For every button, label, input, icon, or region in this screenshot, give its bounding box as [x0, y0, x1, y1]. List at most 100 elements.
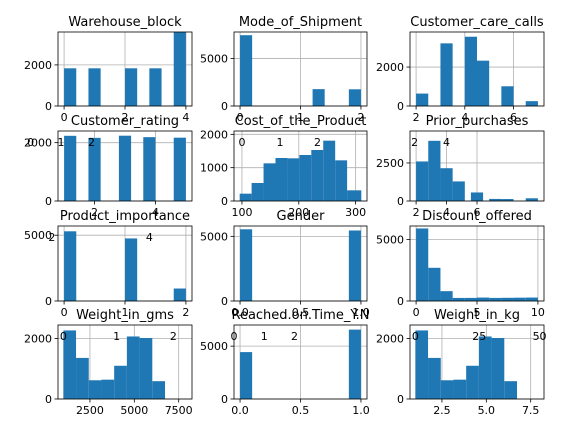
x-tick-label: 0.5	[292, 306, 310, 319]
panel-title: Customer_care_calls	[410, 15, 544, 30]
axes-frame	[57, 324, 193, 400]
y-tick-label: 5000	[24, 229, 52, 242]
histogram-bar	[118, 135, 132, 201]
histogram-bar	[143, 137, 156, 201]
histogram-panel: 2 4 6 0 2500	[376, 130, 545, 219]
histogram-bar	[251, 183, 264, 201]
histogram-bar	[464, 297, 477, 301]
histogram-bar	[489, 297, 502, 301]
histogram-bar	[64, 68, 77, 106]
x-tick-label: 0.0	[231, 306, 249, 319]
x-tick-label: 300	[345, 206, 366, 219]
histogram-bar	[299, 155, 312, 201]
y-tick-label: 0	[45, 195, 52, 208]
y-tick-label: 0	[221, 100, 228, 113]
histogram-panel: 0 1 2 0 5000	[200, 31, 368, 124]
x-tick-label: 4	[461, 111, 468, 124]
panel-title: Warehouse_block	[68, 15, 182, 30]
histogram-bar	[125, 68, 138, 106]
x-tick-label: 100	[231, 206, 252, 219]
histogram-bar	[491, 337, 505, 399]
overlap-tick-label: 4	[443, 136, 450, 149]
histogram-bar	[125, 238, 138, 301]
y-tick-label: 5000	[200, 53, 228, 66]
overlap-tick-label: 1	[277, 136, 284, 149]
histogram-bar	[440, 168, 453, 201]
panel-title: Cost_of_the_Product	[235, 114, 367, 129]
x-tick-label: 2	[91, 206, 98, 219]
histogram-bar	[525, 101, 538, 106]
x-tick-label: 2	[413, 206, 420, 219]
histogram-bar	[501, 199, 514, 201]
histogram-panel: 0 2 4 0 2000	[24, 31, 193, 124]
histogram-bar	[263, 163, 276, 201]
x-tick-label: 4	[443, 206, 450, 219]
x-tick-label: 200	[288, 206, 309, 219]
x-tick-label: 7500	[165, 404, 193, 417]
x-tick-label: 4	[152, 206, 159, 219]
histogram-bar	[88, 380, 102, 399]
histogram-bar	[464, 36, 477, 107]
histogram-bar	[348, 89, 361, 106]
histogram-bar	[428, 267, 441, 301]
histogram-bar	[239, 193, 252, 201]
overlap-tick-label: 0	[231, 330, 238, 343]
histogram-bar	[64, 231, 77, 301]
y-tick-label: 0	[397, 295, 404, 308]
x-tick-label: 0	[413, 306, 420, 319]
x-tick-label: 1	[297, 111, 304, 124]
panel-title: Customer_rating	[71, 114, 179, 129]
y-tick-label: 2000	[376, 333, 404, 346]
histogram-bar	[88, 137, 101, 201]
histogram-bar	[470, 192, 484, 201]
overlap-tick-label: 2	[314, 136, 321, 149]
panel-title: Mode_of_Shipment	[239, 15, 362, 30]
x-tick-label: 1	[122, 306, 129, 319]
histogram-bar	[416, 93, 429, 106]
y-tick-label: 0	[45, 100, 52, 113]
histogram-bar	[501, 297, 514, 301]
x-tick-label: 2	[413, 111, 420, 124]
y-tick-label: 1000	[200, 162, 228, 175]
x-tick-label: 0	[61, 306, 68, 319]
histogram-bar	[525, 297, 538, 301]
y-tick-label: 0	[45, 295, 52, 308]
histogram-bar	[504, 381, 518, 399]
overlap-tick-label: 25	[472, 330, 486, 343]
x-tick-label: 5	[474, 306, 481, 319]
histogram-bar	[152, 381, 166, 399]
histogram-bar	[88, 68, 101, 106]
histogram-bar	[452, 181, 465, 201]
histogram-bar	[173, 137, 186, 201]
overlap-tick-label: 1	[261, 330, 268, 343]
panel-title: Gender	[277, 209, 326, 224]
y-tick-label: 0	[45, 393, 52, 406]
histogram-bar	[478, 336, 492, 399]
overlap-tick-label: 1	[113, 330, 120, 343]
histogram-bar	[323, 140, 336, 201]
y-tick-label: 0	[221, 295, 228, 308]
panel-title: Weight_in_kg	[434, 308, 520, 323]
x-tick-label: 0	[61, 111, 68, 124]
histogram-bar	[348, 230, 361, 301]
histogram-bar	[489, 198, 502, 201]
histogram-panel: 0 1 2 0 5000	[24, 225, 193, 319]
histogram-bar	[240, 352, 253, 399]
x-tick-label: 2	[357, 111, 364, 124]
histogram-bar	[173, 32, 186, 106]
axes-frame	[409, 31, 545, 107]
histogram-bar	[501, 86, 514, 106]
x-tick-label: 5.0	[478, 404, 496, 417]
x-tick-label: 5000	[120, 404, 148, 417]
histogram-bar	[287, 158, 300, 201]
overlap-tick-label: 50	[533, 330, 547, 343]
histogram-bar	[415, 330, 429, 399]
y-tick-label: 2000	[24, 59, 52, 72]
histogram-bar	[477, 60, 490, 106]
histogram-bar	[513, 297, 526, 301]
histogram-bar	[428, 357, 441, 399]
